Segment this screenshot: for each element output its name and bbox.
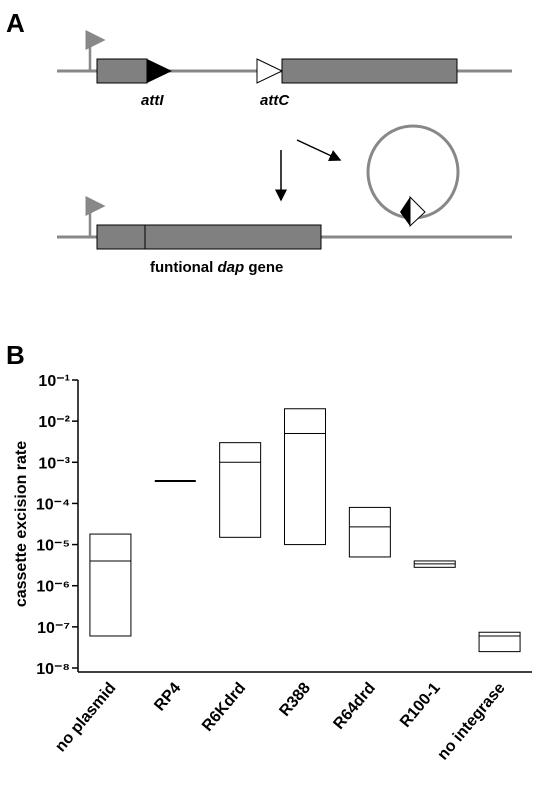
x-tick-label: R6Kdrd (199, 680, 249, 735)
gene-label-part: dap (218, 259, 245, 276)
att-c-site (256, 58, 284, 84)
x-tick-label: RP4 (151, 680, 184, 715)
box (478, 631, 521, 653)
panel-label: B (6, 340, 25, 370)
att-i-site (147, 59, 172, 83)
y-tick-label: 10⁻² (38, 414, 70, 431)
promoter (85, 30, 106, 71)
promoter (85, 196, 106, 237)
y-tick-label: 10⁻⁷ (37, 620, 70, 637)
att-c-label: attC (260, 92, 290, 109)
box (348, 506, 391, 558)
x-tick-label: R64drd (330, 680, 378, 733)
gene-label-part: gene (248, 259, 283, 276)
box (89, 533, 132, 637)
arrow (296, 139, 342, 162)
y-axis-label: cassette excision rate (13, 441, 30, 607)
att-site (409, 195, 426, 228)
box (284, 408, 326, 546)
x-tick-label: R100-1 (397, 680, 444, 731)
y-tick-label: 10⁻⁸ (36, 661, 70, 678)
panel-a: A attI attC funtional dap gene (6, 8, 512, 276)
att-site (400, 197, 410, 226)
cassette-box (281, 58, 458, 84)
y-tick-label: 10⁻⁶ (36, 579, 70, 596)
x-tick-label: no plasmid (52, 680, 119, 756)
x-tick-label: R388 (276, 680, 314, 720)
gene-label-part: funtional (150, 259, 213, 276)
gene-box (96, 58, 148, 84)
y-tick-label: 10⁻⁴ (36, 496, 70, 513)
box (219, 442, 262, 538)
att-i-label: attI (141, 92, 164, 109)
gene-label: funtional dap gene (150, 259, 283, 276)
y-tick-label: 10⁻⁵ (36, 538, 70, 555)
x-tick-label: no integrase (434, 680, 508, 764)
y-tick-label: 10⁻³ (38, 455, 70, 472)
panel-label: A (6, 8, 25, 38)
gene-box (96, 224, 322, 250)
y-tick-label: 10⁻¹ (38, 373, 70, 390)
